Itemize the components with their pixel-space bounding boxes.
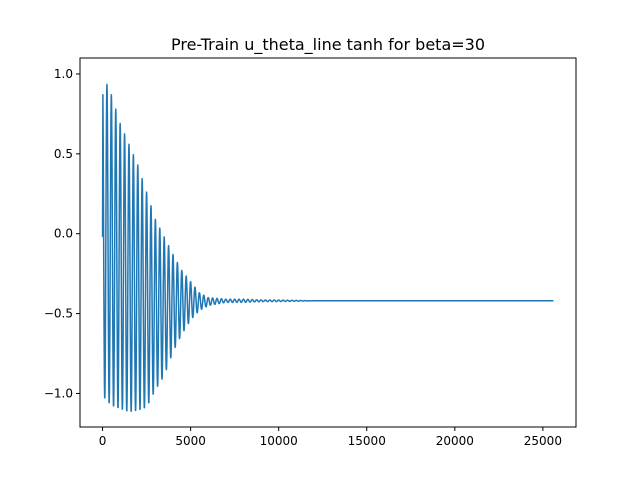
x-tick-label: 15000 [348, 434, 386, 448]
x-tick-label: 0 [99, 434, 107, 448]
y-tick-label: −1.0 [44, 386, 73, 400]
y-tick-label: −0.5 [44, 307, 73, 321]
plot-area [101, 83, 555, 412]
x-tick-label: 5000 [175, 434, 206, 448]
x-tick-label: 10000 [260, 434, 298, 448]
chart-title: Pre-Train u_theta_line tanh for beta=30 [171, 35, 485, 55]
y-tick-label: 0.5 [54, 147, 73, 161]
y-tick-label: 1.0 [54, 67, 73, 81]
x-tick-label: 25000 [524, 434, 562, 448]
y-tick-label: 0.0 [54, 227, 73, 241]
plot-frame [79, 57, 577, 428]
y-axis: −1.0 −0.5 0.0 0.5 1.0 [44, 67, 80, 400]
x-axis: 0 5000 10000 15000 20000 25000 [99, 427, 562, 448]
x-tick-label: 20000 [436, 434, 474, 448]
series-line [101, 83, 555, 412]
